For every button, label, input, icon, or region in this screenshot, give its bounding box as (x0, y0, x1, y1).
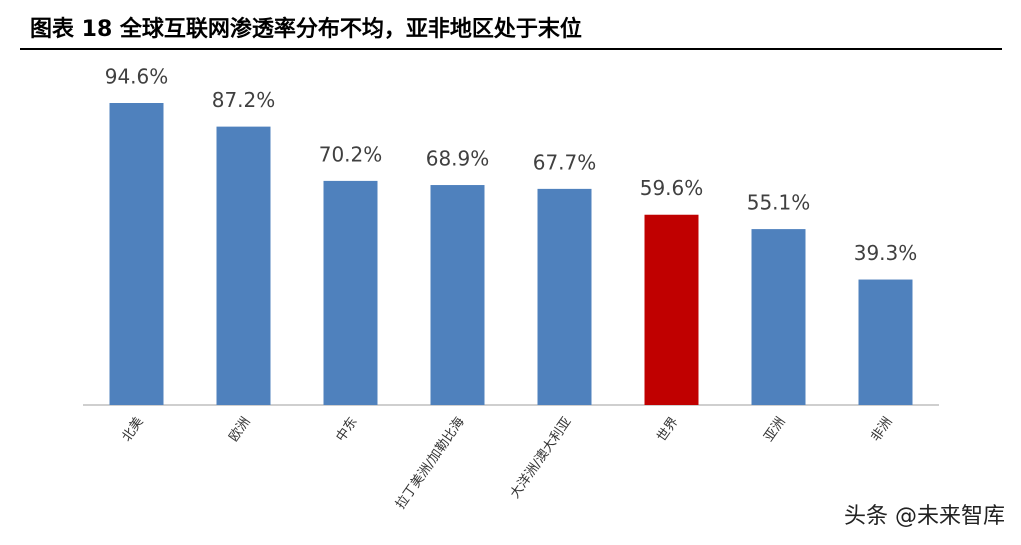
value-label: 68.9% (426, 147, 490, 171)
x-tick-label: 中东 (333, 415, 360, 445)
bar (216, 126, 271, 405)
value-label: 94.6% (105, 65, 169, 89)
bar (644, 214, 699, 405)
bar (430, 185, 485, 405)
bar (537, 188, 592, 405)
x-tick-label: 大洋洲/澳大利亚 (507, 414, 575, 501)
value-label: 55.1% (747, 191, 811, 215)
x-tick-label: 拉丁美洲/加勒比海 (393, 415, 467, 512)
value-label: 70.2% (319, 142, 383, 166)
bar (751, 229, 806, 405)
value-label: 59.6% (640, 176, 704, 200)
x-tick-label: 非洲 (868, 415, 895, 445)
chart-title: 图表 18 全球互联网渗透率分布不均，亚非地区处于末位 (30, 16, 582, 42)
value-label: 67.7% (533, 150, 597, 174)
bar (109, 103, 164, 405)
watermark: 头条 @未来智库 (844, 504, 1005, 529)
x-tick-label: 世界 (654, 415, 681, 445)
bar (323, 180, 378, 405)
x-tick-label: 欧洲 (226, 415, 253, 445)
x-tick-label: 北美 (119, 415, 146, 445)
x-tick-label: 亚洲 (761, 415, 788, 445)
value-label: 87.2% (212, 88, 276, 112)
bar (858, 279, 913, 405)
value-label: 39.3% (854, 241, 918, 265)
